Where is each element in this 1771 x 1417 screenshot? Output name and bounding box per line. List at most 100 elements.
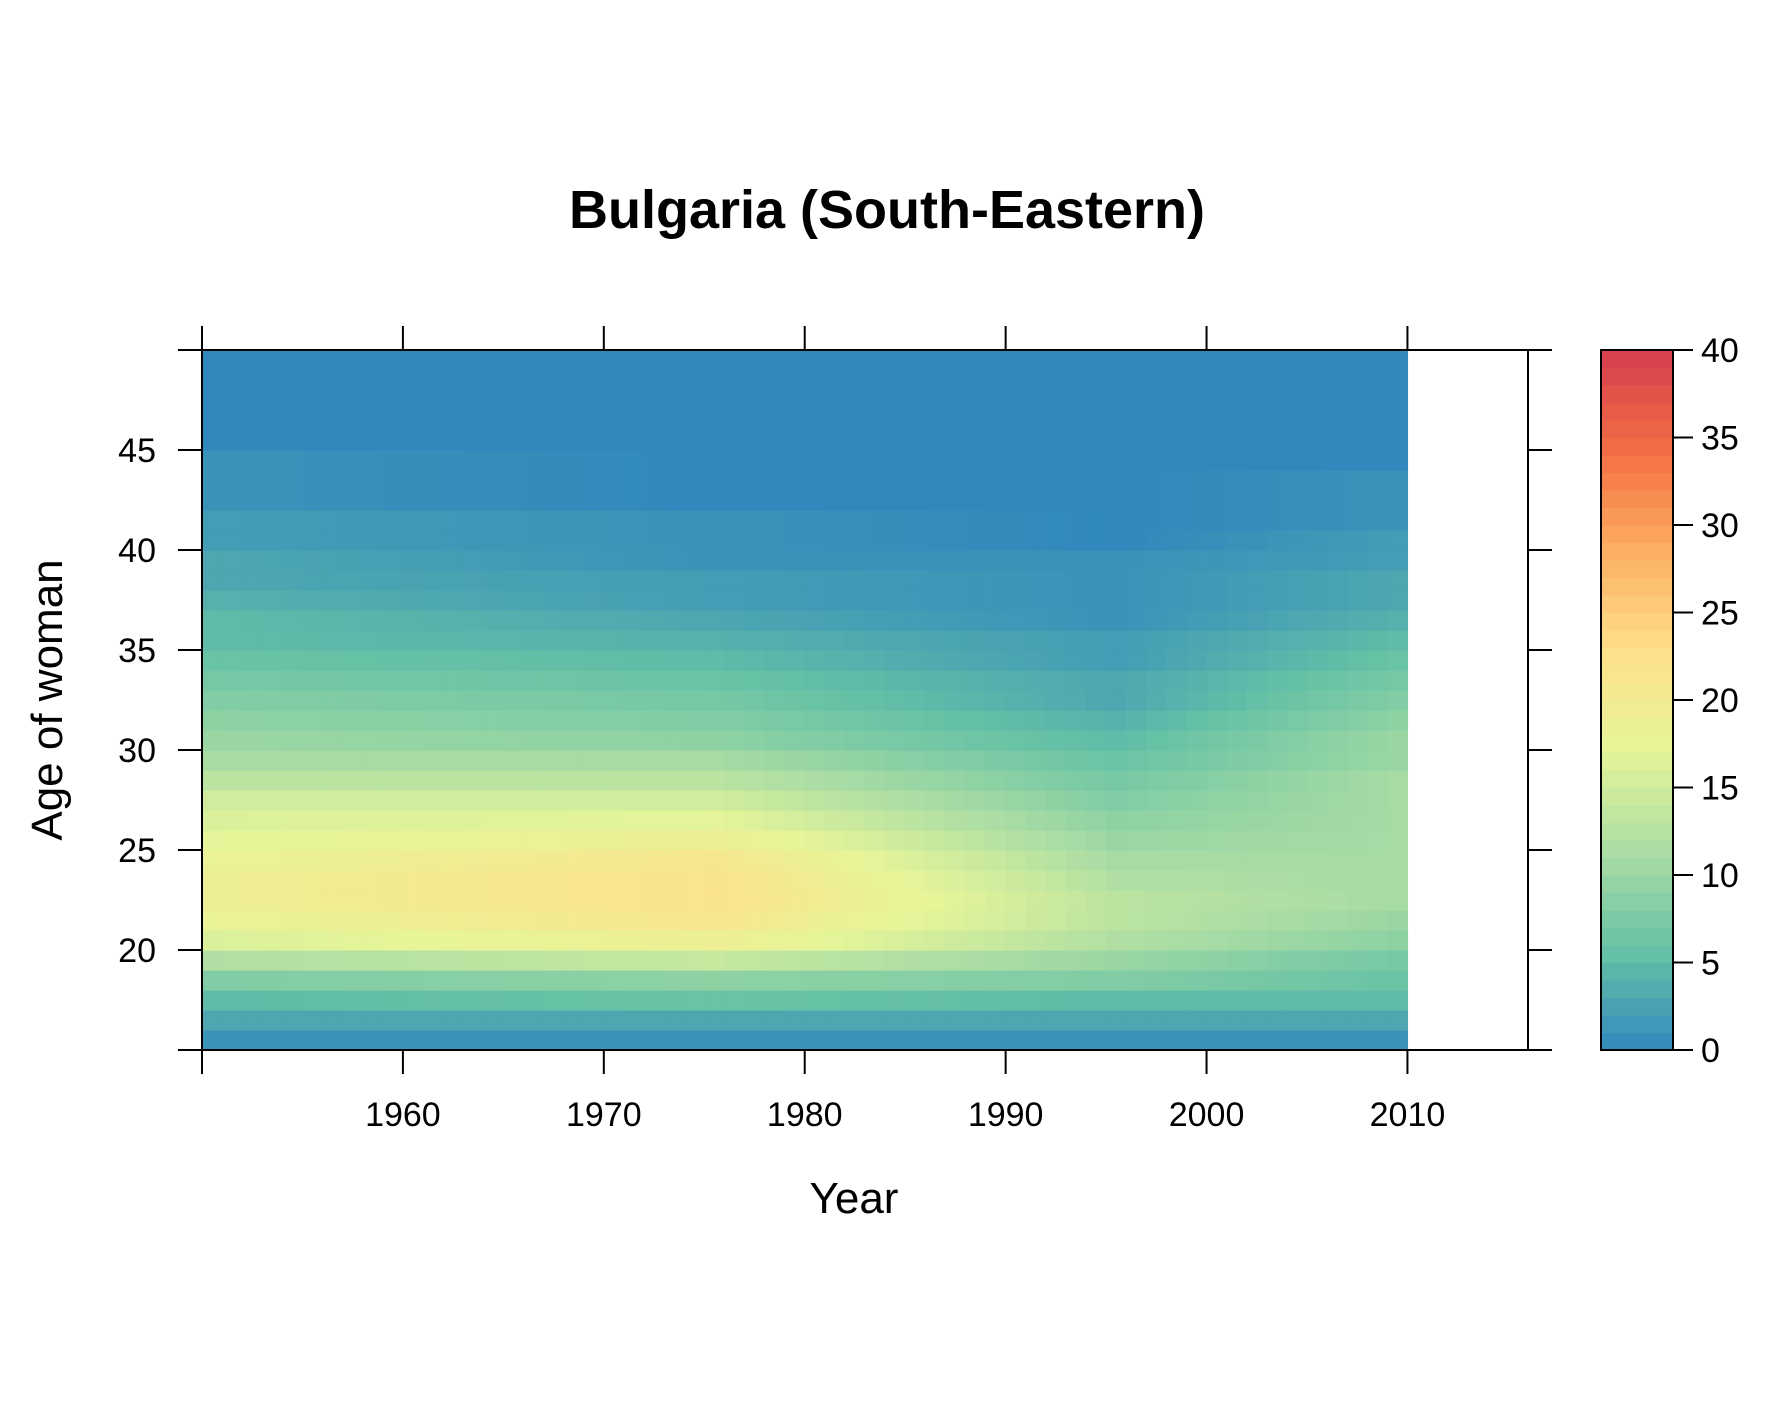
heat-cell <box>302 470 324 491</box>
heat-cell <box>784 970 806 991</box>
heat-cell <box>844 390 866 411</box>
heat-cell <box>885 410 906 431</box>
heat-cell <box>443 930 464 951</box>
heat-cell <box>583 810 605 831</box>
heat-cell <box>844 610 866 631</box>
heat-cell <box>1086 350 1107 371</box>
heat-cell <box>282 730 304 751</box>
heat-cell <box>342 530 364 551</box>
heat-cell <box>1005 830 1027 851</box>
heat-cell <box>382 410 404 431</box>
heat-cell <box>945 350 967 371</box>
heat-cell <box>684 930 705 951</box>
heat-cell <box>342 890 364 911</box>
heat-cell <box>563 1010 585 1031</box>
heat-cell <box>865 990 886 1011</box>
heat-cell <box>945 390 967 411</box>
heat-cell <box>463 910 484 931</box>
heat-cell <box>1266 650 1288 671</box>
heat-cell <box>382 610 404 631</box>
heat-cell <box>1226 750 1248 771</box>
heat-cell <box>1266 990 1288 1011</box>
heat-cell <box>1286 610 1308 631</box>
heat-cell <box>1327 790 1348 811</box>
heat-cell <box>603 570 625 591</box>
heat-cell <box>242 370 263 391</box>
heat-cell <box>925 370 946 391</box>
heat-cell <box>463 370 484 391</box>
heat-cell <box>664 550 685 571</box>
heat-cell <box>1246 670 1268 691</box>
heat-cell <box>1065 790 1087 811</box>
heat-cell <box>844 410 866 431</box>
heat-cell <box>282 510 304 531</box>
heat-cell <box>1146 870 1167 891</box>
heat-cell <box>202 710 223 731</box>
heat-cell <box>1045 550 1067 571</box>
heat-cell <box>1327 490 1348 511</box>
heat-cell <box>302 610 324 631</box>
heat-cell <box>644 390 665 411</box>
heat-cell <box>1327 390 1348 411</box>
heat-cell <box>523 610 545 631</box>
heat-cell <box>724 350 746 371</box>
heat-cell <box>824 1010 846 1031</box>
heat-cell <box>1045 570 1067 591</box>
heat-cell <box>784 490 806 511</box>
colorbar-step <box>1601 507 1673 526</box>
heat-cell <box>764 470 786 491</box>
heat-cell <box>1025 710 1047 731</box>
heat-cell <box>1146 710 1167 731</box>
heat-cell <box>885 630 906 651</box>
heat-cell <box>744 410 766 431</box>
heat-cell <box>664 570 685 591</box>
heat-cell <box>623 470 645 491</box>
heat-cell <box>824 510 846 531</box>
heat-cell <box>543 890 565 911</box>
colorbar-step <box>1601 665 1673 684</box>
heat-cell <box>1246 1030 1268 1051</box>
heat-cell <box>322 870 344 891</box>
heat-cell <box>1005 650 1027 671</box>
heat-cell <box>784 370 806 391</box>
heat-cell <box>1206 850 1228 871</box>
heat-cell <box>985 590 1007 611</box>
heat-cell <box>704 970 725 991</box>
heat-cell <box>1226 990 1248 1011</box>
heat-cell <box>784 830 806 851</box>
heat-cell <box>684 850 705 871</box>
heat-cell <box>1166 1030 1188 1051</box>
heat-cell <box>1086 390 1107 411</box>
heat-cell <box>1347 790 1368 811</box>
heat-cell <box>1086 730 1107 751</box>
heat-cell <box>1166 930 1188 951</box>
heat-cell <box>1126 690 1147 711</box>
heat-cell <box>503 490 525 511</box>
heat-cell <box>503 350 525 371</box>
heat-cell <box>1347 410 1368 431</box>
heat-cell <box>1146 490 1167 511</box>
heat-cell <box>1146 930 1167 951</box>
heat-cell <box>1186 530 1208 551</box>
heat-cell <box>1307 470 1328 491</box>
heat-cell <box>583 570 605 591</box>
heat-cell <box>1266 870 1288 891</box>
heat-cell <box>1005 890 1027 911</box>
heat-cell <box>844 930 866 951</box>
heatmap-cells <box>202 350 1409 1051</box>
heat-cell <box>925 970 946 991</box>
heat-cell <box>644 1030 665 1051</box>
heat-cell <box>282 810 304 831</box>
heat-cell <box>804 390 826 411</box>
heat-cell <box>322 650 344 671</box>
heat-cell <box>704 750 725 771</box>
heat-cell <box>1106 550 1127 571</box>
heat-cell <box>523 350 545 371</box>
heat-cell <box>342 1010 364 1031</box>
heat-cell <box>644 710 665 731</box>
heat-cell <box>382 390 404 411</box>
heat-cell <box>784 790 806 811</box>
heat-cell <box>1387 490 1409 511</box>
heat-cell <box>443 610 464 631</box>
heat-cell <box>1246 810 1268 831</box>
